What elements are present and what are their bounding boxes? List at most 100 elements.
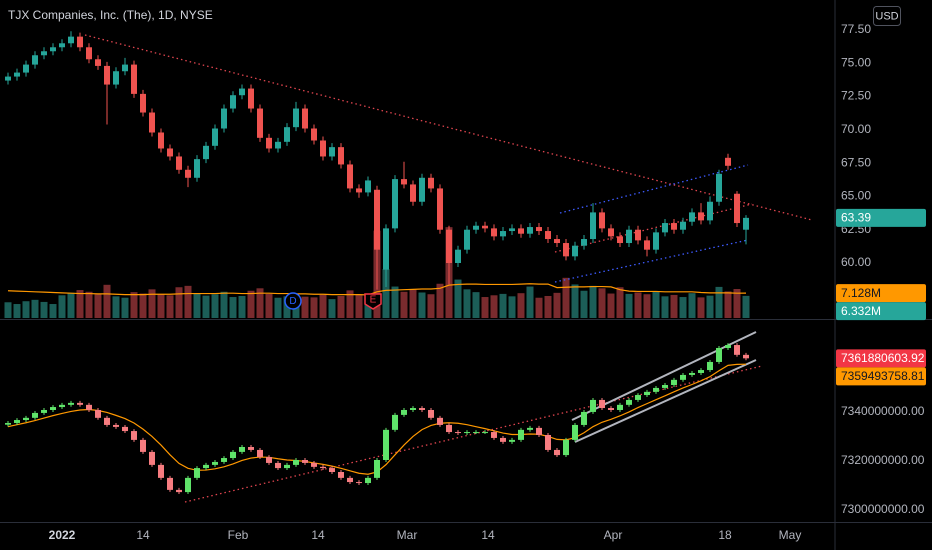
volume-ma-label-box: [836, 284, 926, 303]
y-tick-label: 77.50: [841, 22, 871, 36]
candle-body: [518, 429, 524, 440]
volume-bar: [526, 286, 534, 318]
candle-body: [581, 239, 587, 246]
volume-bar: [319, 294, 327, 318]
volume-bar: [184, 285, 192, 318]
currency[interactable]: USD: [875, 10, 898, 22]
candle-body: [698, 212, 704, 221]
candle-body: [707, 361, 713, 371]
candle-body: [221, 108, 227, 129]
candle-body: [275, 462, 281, 469]
candle-body: [185, 169, 191, 178]
candle-body: [122, 64, 128, 72]
volume-bar: [49, 304, 57, 318]
candle-body: [734, 345, 740, 355]
channel-line: [559, 164, 749, 214]
x-tick-label: Apr: [604, 528, 623, 542]
candle-body: [617, 404, 623, 410]
volume-bar: [328, 299, 336, 318]
last-price-label-box: [836, 208, 926, 227]
candle-body: [86, 47, 92, 60]
volume-bar: [121, 297, 129, 318]
candle-body: [626, 229, 632, 244]
candle-body: [473, 432, 479, 434]
candle-body: [599, 212, 605, 229]
candle-body: [41, 409, 47, 413]
volume-bar: [76, 290, 84, 318]
volume-bar: [247, 290, 255, 318]
candle-body: [23, 64, 29, 73]
volume-bar: [409, 289, 417, 318]
volume-bar: [661, 296, 669, 318]
candle-body: [743, 354, 749, 359]
candle-body: [671, 379, 677, 385]
volume-bar: [562, 277, 570, 318]
volume-bar: [22, 301, 30, 318]
volume-bar: [724, 291, 732, 318]
channel-line: [554, 239, 749, 283]
candle-body: [446, 424, 452, 433]
volume-bar: [580, 290, 588, 318]
volume-bar: [418, 292, 426, 318]
candle-body: [50, 407, 56, 410]
y-tick-label: 75.00: [841, 55, 871, 69]
candle-body: [122, 426, 128, 432]
candle-body: [248, 88, 254, 109]
candle-body: [293, 459, 299, 465]
earnings-label[interactable]: E: [370, 295, 377, 306]
candle-body: [68, 402, 74, 405]
candle-body: [176, 156, 182, 170]
candle-body: [536, 227, 542, 232]
volume-bar: [355, 294, 363, 318]
candle-body: [680, 374, 686, 380]
candle-body: [59, 43, 65, 48]
candle-body: [41, 51, 47, 56]
candle-body: [644, 391, 650, 396]
candle-body: [356, 188, 362, 193]
candle-body: [104, 417, 110, 425]
candle-body: [509, 439, 515, 442]
candle-body: [338, 472, 344, 478]
candle-body: [500, 231, 506, 237]
candle-body: [734, 193, 740, 224]
currency-box[interactable]: [873, 6, 901, 26]
volume-bar: [490, 295, 498, 318]
candle-body: [464, 432, 470, 434]
candle-body: [59, 404, 65, 408]
volume-bar: [535, 297, 543, 318]
volume-bar: [508, 296, 516, 318]
candle-body: [554, 239, 560, 244]
indicator-ma-label: 7359493758.81: [841, 369, 925, 383]
earnings-marker[interactable]: [364, 293, 382, 310]
candle-body: [86, 404, 92, 410]
candle-body: [626, 399, 632, 405]
volume-bar: [85, 291, 93, 318]
volume-bar: [274, 297, 282, 318]
volume-bar: [94, 294, 102, 318]
candle-body: [194, 468, 200, 478]
dividend-label[interactable]: D: [289, 296, 296, 307]
candle-body: [167, 477, 173, 490]
candle-body: [437, 417, 443, 425]
candle-body: [194, 159, 200, 178]
candle-body: [446, 229, 452, 264]
candle-body: [257, 449, 263, 458]
volume-bar: [112, 296, 120, 318]
candle-body: [635, 229, 641, 241]
candle-body: [590, 399, 596, 412]
candle-body: [320, 466, 326, 469]
volume-bar: [265, 293, 273, 318]
volume-bar: [139, 293, 147, 318]
candle-body: [635, 395, 641, 400]
candle-body: [608, 228, 614, 237]
candle-body: [419, 408, 425, 410]
candle-body: [482, 225, 488, 229]
x-tick-label: 14: [136, 528, 150, 542]
volume-bar: [544, 295, 552, 318]
labels-layer: TJX Companies, Inc. (The), 1D, NYSE USD …: [8, 6, 926, 542]
dividend-marker[interactable]: [284, 292, 302, 310]
volume-bar: [715, 286, 723, 318]
volume-bar: [598, 288, 606, 318]
candle-body: [428, 409, 434, 418]
